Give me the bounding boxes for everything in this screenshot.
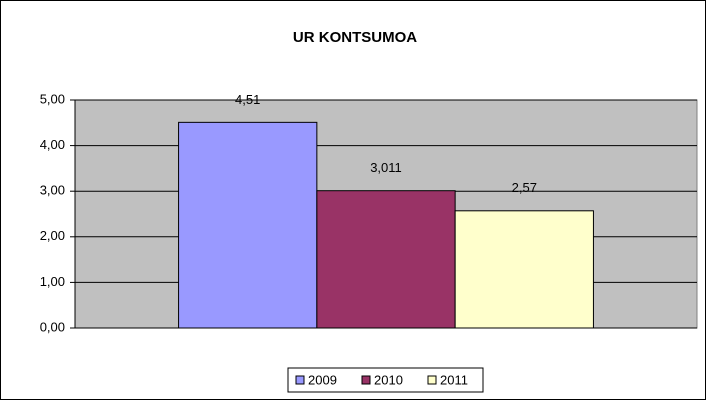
legend-label: 2010 [374, 372, 403, 387]
legend-label: 2011 [440, 372, 468, 387]
bar [316, 190, 456, 329]
legend-swatch [427, 375, 437, 385]
y-tick-label: 0,00 [40, 319, 65, 334]
y-tick-label: 5,00 [40, 91, 65, 106]
bar [178, 121, 318, 329]
legend-box [287, 367, 484, 393]
y-tick-label: 4,00 [40, 137, 65, 152]
chart-title: UR KONTSUMOA [293, 29, 417, 46]
y-tick-label: 1,00 [40, 274, 65, 289]
data-label: 3,011 [370, 160, 402, 175]
bar [454, 210, 594, 329]
y-tick-label: 3,00 [40, 183, 65, 198]
legend-label: 2009 [308, 372, 337, 387]
y-tick-label: 2,00 [40, 228, 65, 243]
legend-swatch [361, 375, 371, 385]
legend-swatch [295, 375, 305, 385]
data-label: 4,51 [235, 92, 260, 107]
data-label: 2,57 [512, 180, 537, 195]
